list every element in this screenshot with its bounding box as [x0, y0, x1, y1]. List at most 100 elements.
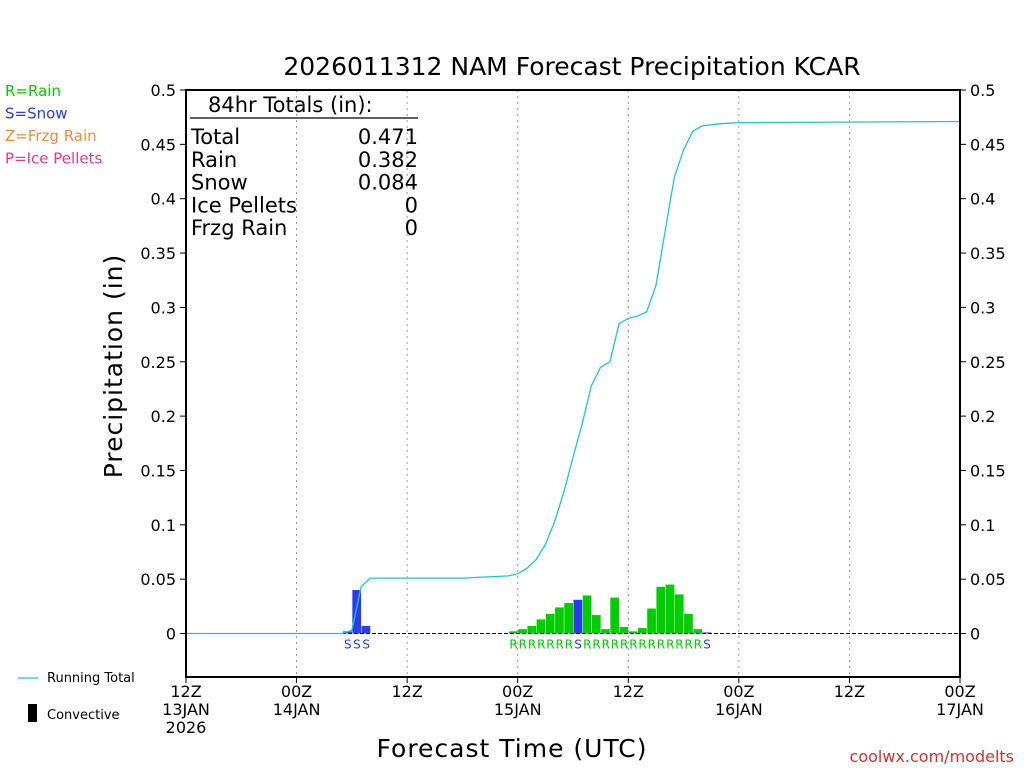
- x-tick-label-date: 16JAN: [715, 700, 763, 719]
- precip-bar: [647, 608, 656, 634]
- x-tick-label-time: 12Z: [391, 682, 422, 701]
- precip-bar: [555, 607, 564, 634]
- precip-bar: [610, 597, 620, 634]
- precip-bar: [527, 625, 537, 634]
- x-tick-label-year: 2026: [166, 718, 207, 737]
- y-tick-label: 0.1: [151, 516, 176, 535]
- precip-type-letter: S: [353, 638, 361, 652]
- precip-bar: [536, 619, 546, 634]
- precip-bar: [573, 599, 583, 634]
- y-tick-label: 0.45: [140, 135, 176, 154]
- precip-type-letter: R: [694, 638, 702, 652]
- x-tick-label-date: 17JAN: [936, 700, 984, 719]
- precip-bar: [656, 586, 666, 634]
- precip-bars: [343, 584, 712, 634]
- precip-bar: [674, 594, 684, 634]
- precip-bar: [352, 590, 362, 634]
- precip-type-legend-item: Z=Frzg Rain: [5, 127, 97, 145]
- precip-bar: [638, 628, 647, 634]
- x-axis-label: Forecast Time (UTC): [377, 734, 648, 763]
- y-tick-label-right: 0.2: [970, 407, 995, 426]
- y-tick-label-right: 0.05: [970, 570, 1006, 589]
- convective-legend-label: Convective: [47, 708, 120, 723]
- precip-type-letter: R: [509, 638, 517, 652]
- y-tick-label: 0.5: [151, 81, 176, 100]
- totals-box: 84hr Totals (in): Total 0.471 Rain 0.382 Sno…: [190, 93, 418, 240]
- x-tick-label-time: 12Z: [170, 682, 201, 701]
- y-tick-label: 0: [166, 625, 176, 644]
- precip-type-letter: R: [602, 638, 610, 652]
- precip-bar: [702, 632, 712, 634]
- precip-bar: [591, 615, 601, 634]
- precip-bar: [665, 584, 675, 634]
- chart-title: 2026011312 NAM Forecast Precipitation KC…: [283, 52, 860, 81]
- precip-type-letter: R: [629, 638, 637, 652]
- precip-type-letter: R: [685, 638, 693, 652]
- y-tick-label-right: 0.5: [970, 81, 995, 100]
- precip-type-letter: S: [362, 638, 370, 652]
- y-tick-label-right: 0.25: [970, 353, 1006, 372]
- precip-type-letter: R: [611, 638, 619, 652]
- totals-row-value: 0.471: [358, 125, 418, 149]
- precip-type-letter: R: [546, 638, 554, 652]
- precip-type-letter: R: [620, 638, 628, 652]
- y-tick-label-right: 0.35: [970, 244, 1006, 263]
- precip-type-legend-item: S=Snow: [5, 105, 68, 123]
- totals-row-label: Total: [190, 125, 240, 149]
- precip-type-letter: S: [574, 638, 582, 652]
- x-tick-label-time: 12Z: [834, 682, 865, 701]
- x-tick-label-time: 12Z: [613, 682, 644, 701]
- y-axis-right: 0 0.05 0.1 0.15 0.2 0.25 0.3 0.35 0.4 0.45 0.5: [960, 81, 1006, 644]
- totals-row-label: Snow: [191, 171, 248, 195]
- y-tick-label: 0.4: [151, 190, 176, 209]
- precip-bar: [684, 613, 693, 634]
- precip-bar: [628, 631, 638, 634]
- precip-type-letter: S: [703, 638, 711, 652]
- precip-type-letter: R: [528, 638, 536, 652]
- precip-bar: [518, 629, 527, 634]
- vertical-grid-lines: [296, 90, 850, 677]
- x-tick-label-date: 14JAN: [273, 700, 321, 719]
- precip-type-letter: R: [675, 638, 683, 652]
- totals-row-label: Ice Pellets: [191, 193, 297, 217]
- precip-type-letter: R: [583, 638, 591, 652]
- totals-row-value: 0: [405, 216, 418, 240]
- precip-type-letter: R: [666, 638, 674, 652]
- y-tick-label-right: 0: [970, 625, 980, 644]
- y-tick-label-right: 0.45: [970, 135, 1006, 154]
- running-total-legend-label: Running Total: [47, 671, 135, 686]
- x-tick-label-time: 00Z: [944, 682, 975, 701]
- totals-row-label: Rain: [191, 148, 237, 172]
- y-axis-left: 0 0.05 0.1 0.15 0.2 0.25 0.3 0.35 0.4 0.45 0.5: [140, 81, 186, 644]
- precip-bar: [693, 629, 702, 634]
- precip-type-legend: R=Rain S=Snow Z=Frzg Rain P=Ice Pellets: [5, 82, 102, 168]
- precip-bar: [601, 629, 610, 634]
- precip-bar: [545, 613, 555, 634]
- y-tick-label: 0.35: [140, 244, 176, 263]
- y-tick-label: 0.05: [140, 570, 176, 589]
- convective-legend-swatch: [28, 704, 37, 722]
- totals-heading: 84hr Totals (in):: [208, 93, 373, 117]
- precip-type-legend-item: R=Rain: [5, 82, 61, 100]
- totals-row-value: 0.382: [358, 148, 418, 172]
- precip-bar: [564, 603, 573, 634]
- y-tick-label-right: 0.3: [970, 298, 995, 317]
- plot-frame: [185, 89, 961, 678]
- totals-row-value: 0.084: [358, 171, 418, 195]
- y-tick-label-right: 0.15: [970, 461, 1006, 480]
- y-tick-label: 0.15: [140, 461, 176, 480]
- precip-type-letter: R: [537, 638, 545, 652]
- y-tick-label: 0.3: [151, 298, 176, 317]
- y-tick-label-right: 0.4: [970, 190, 995, 209]
- precip-type-letter: S: [344, 638, 352, 652]
- precip-type-letter: R: [638, 638, 646, 652]
- precip-type-legend-item: P=Ice Pellets: [5, 150, 102, 168]
- precip-bar: [361, 625, 371, 634]
- precip-bar: [619, 626, 629, 634]
- precip-type-letter: R: [657, 638, 665, 652]
- credit-text: coolwx.com/modelts: [850, 747, 1014, 766]
- totals-row-label: Frzg Rain: [191, 216, 287, 240]
- x-tick-label-date: 13JAN: [162, 700, 210, 719]
